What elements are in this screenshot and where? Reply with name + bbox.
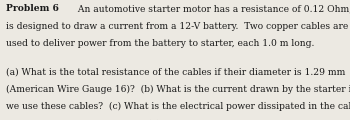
- Text: Problem 6: Problem 6: [6, 4, 59, 13]
- Text: when the starter is engaged?  (d) How much power is delivered to the starter?: when the starter is engaged? (d) How muc…: [6, 119, 350, 120]
- Text: An automotive starter motor has a resistance of 0.12 Ohm, and: An automotive starter motor has a resist…: [75, 4, 350, 13]
- Text: we use these cables?  (c) What is the electrical power dissipated in the cables: we use these cables? (c) What is the ele…: [6, 102, 350, 111]
- Text: used to deliver power from the battery to starter, each 1.0 m long.: used to deliver power from the battery t…: [6, 39, 315, 48]
- Text: (American Wire Gauge 16)?  (b) What is the current drawn by the starter if: (American Wire Gauge 16)? (b) What is th…: [6, 85, 350, 94]
- Text: is designed to draw a current from a 12-V battery.  Two copper cables are: is designed to draw a current from a 12-…: [6, 22, 349, 31]
- Text: (a) What is the total resistance of the cables if their diameter is 1.29 mm: (a) What is the total resistance of the …: [6, 67, 346, 76]
